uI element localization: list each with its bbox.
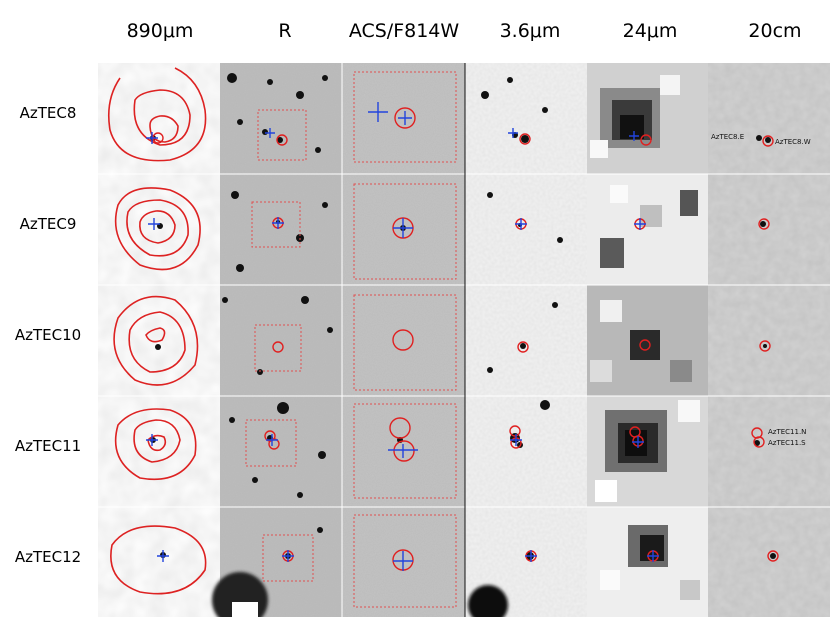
row-label-aztec8: AzTEC8 (19, 104, 77, 122)
column-header-3-6um: 3.6μm (499, 20, 561, 42)
row-label-aztec11: AzTEC11 (14, 437, 82, 455)
column-header-20cm: 20cm (748, 20, 802, 42)
submm-contours (107, 67, 207, 595)
row-label-aztec12: AzTEC12 (14, 548, 82, 566)
row-label-aztec9: AzTEC9 (19, 215, 77, 233)
column-header-r-band: R (278, 20, 292, 42)
column-header-acs-f814w: ACS/F814W (348, 20, 460, 42)
column-header-890um: 890μm (126, 20, 194, 42)
bright-halo (212, 572, 508, 617)
row-label-aztec10: AzTEC10 (14, 326, 82, 344)
radio-labels: AzTEC8.E AzTEC8.W AzTEC11.N AzTEC11.S (711, 133, 811, 447)
label-aztec11-s: AzTEC11.S (768, 439, 806, 447)
label-aztec11-n: AzTEC11.N (768, 428, 806, 436)
column-header-24um: 24μm (622, 20, 678, 42)
submm-position-crosses (146, 102, 659, 571)
label-aztec8-w: AzTEC8.W (775, 138, 811, 146)
panel-dividers (98, 63, 830, 617)
label-aztec8-e: AzTEC8.E (711, 133, 744, 141)
mips-24um-pixels (587, 63, 708, 617)
panel-backgrounds (98, 63, 830, 617)
zoom-boxes (245, 71, 457, 608)
